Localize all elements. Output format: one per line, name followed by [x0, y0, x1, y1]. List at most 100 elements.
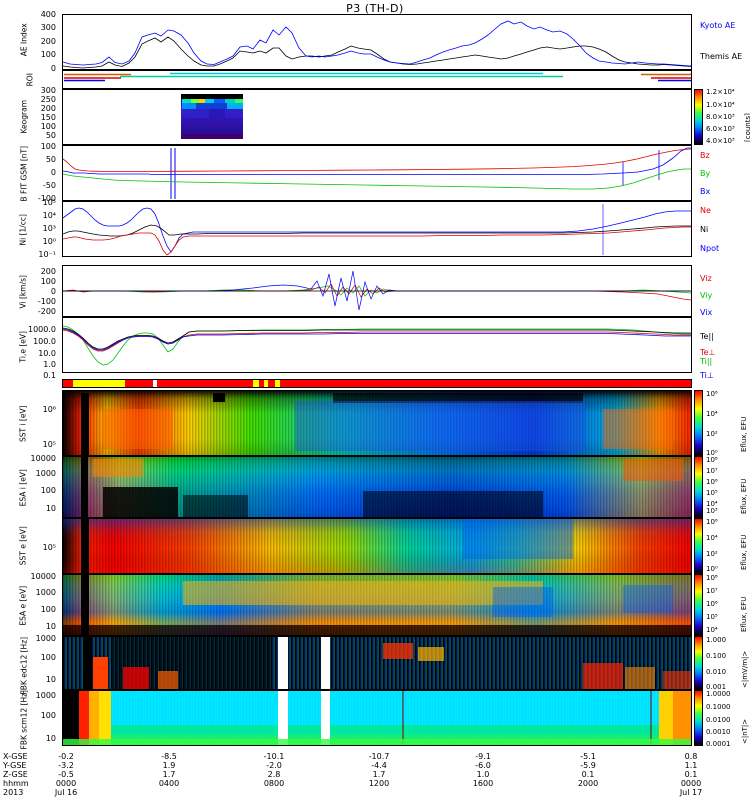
fbk-edc12-ytick: 1000: [35, 634, 56, 643]
xtick-y-gse: -5.9: [580, 761, 596, 770]
panel-sst-e: [62, 518, 692, 574]
legend-themis-ae: Themis AE: [700, 52, 743, 61]
sst-e-ytick: 10⁵: [42, 543, 56, 552]
esa-e-cbtick: 10⁵: [706, 613, 718, 621]
xaxis-rowlabel-hhmm: hhmm: [3, 779, 29, 788]
sst-i-cbtick: 10⁰: [706, 449, 718, 457]
temp-ytick: 0.1: [43, 371, 56, 380]
sst-i-ytick: 10⁶: [42, 405, 56, 414]
b-fit-plot: [63, 147, 691, 199]
fbk-scm12-ytick: 100: [40, 711, 56, 720]
xtick-y-gse: 1.9: [162, 761, 176, 770]
sst-i-ytick: 10⁵: [42, 440, 56, 449]
xtick-hhmm: 0400: [158, 779, 180, 788]
fbk-scm12-cblabel: <|nT|>: [741, 718, 749, 744]
keogram-cbtick: 1.0×10⁴: [706, 101, 735, 109]
xtick-x-gse: -8.5: [161, 752, 177, 761]
esa-i-cbtick: 10⁷: [706, 467, 718, 475]
esa-e-ytick: 1000: [35, 588, 56, 597]
keogram-ytick: 250: [40, 95, 56, 104]
esa-e-cbtick: 10⁸: [706, 574, 718, 582]
fbk-edc12-cbtick: 0.010: [706, 668, 727, 676]
panel-esa-e: [62, 574, 692, 636]
ni-plot: [63, 204, 691, 256]
xtick-x-gse: -5.1: [580, 752, 596, 761]
fbk-edc12-spectrogram: [63, 637, 691, 689]
legend-ni: Ni: [700, 225, 709, 234]
keogram-cbtick: 8.0×10³: [706, 113, 735, 121]
legend-viy: Viy: [700, 291, 713, 300]
sst-i-spectrogram: [63, 391, 691, 455]
esa-e-cbtick: 10⁷: [706, 587, 718, 595]
sst-i-colorbar: [694, 390, 703, 456]
panel-b-fit: [62, 145, 692, 201]
fbk-edc12-cblabel: <|mV/m|>: [741, 650, 749, 688]
ni-ylabel: Ni [1/cc]: [18, 214, 28, 246]
ni-ytick: 10⁵: [42, 198, 56, 207]
legend-bz: Bz: [700, 151, 710, 160]
ae-index-ytick: 300: [40, 23, 56, 32]
xtick-z-gse: 0.1: [684, 770, 698, 779]
fbk-scm12-cbtick: 0.1000: [706, 703, 731, 711]
sst-e-cbtick: 10²: [706, 550, 718, 558]
legend-viz: Viz: [700, 274, 712, 283]
panel-vi: [62, 265, 692, 317]
ni-ytick: 10⁴: [42, 211, 56, 220]
esa-i-ytick: 10: [45, 504, 56, 513]
xtick-z-gse: 1.7: [162, 770, 176, 779]
ni-ytick: 10³: [42, 224, 56, 233]
mode-bar-image: [63, 380, 691, 387]
fbk-scm12-ytick: 10: [45, 734, 56, 743]
ae-index-ytick: 400: [40, 10, 56, 19]
fbk-scm12-spectrogram: [63, 691, 691, 745]
xaxis-rowlabel-year: 2013: [3, 788, 24, 797]
ae-index-ytick: 200: [40, 37, 56, 46]
roi-bars: [64, 72, 691, 82]
xtick-hhmm: 0000: [680, 779, 702, 788]
b-fit-ytick: -100: [37, 194, 56, 203]
keogram-ylabel: Keogram: [19, 100, 29, 134]
temperature-plot: [63, 325, 691, 366]
sst-e-cbtick: 10⁰: [706, 565, 718, 573]
fbk-scm12-colorbar: [694, 690, 703, 746]
xaxis-rowlabel-x-gse: X-GSE: [3, 752, 28, 761]
legend-vix: Vix: [700, 308, 713, 317]
xtick-y-gse: -4.4: [371, 761, 387, 770]
sst-i-ylabel: SST i [eV]: [18, 405, 28, 443]
temp-ytick: 1000.0: [28, 325, 56, 334]
esa-e-ytick: 10: [45, 622, 56, 631]
xtick-x-gse: -0.2: [58, 752, 74, 761]
esa-i-ytick: 100: [40, 486, 56, 495]
page-title: P3 (TH-D): [346, 2, 404, 15]
esa-i-cbtick: 10⁵: [706, 489, 718, 497]
panel-fbk-edc12: [62, 636, 692, 690]
esa-e-cbtick: 10⁴: [706, 626, 718, 634]
vi-ytick: -200: [37, 307, 56, 316]
keogram-ytick: 100: [40, 122, 56, 131]
xtick-x-gse: -10.7: [368, 752, 390, 761]
fbk-edc12-colorbar: [694, 636, 703, 690]
keogram-cbtick: 1.2×10⁴: [706, 88, 735, 96]
panel-temperature: [62, 317, 692, 373]
esa-i-cblabel: Eflux, EFU: [740, 478, 748, 514]
temp-ytick: 100.0: [33, 337, 56, 346]
temp-ytick: 1.0: [43, 360, 56, 369]
vi-ytick: 200: [40, 267, 56, 276]
legend-bx: Bx: [700, 187, 711, 196]
esa-e-ytick: 10000: [30, 572, 56, 581]
panel-mode-bar: [62, 379, 692, 388]
panel-keogram: [62, 89, 692, 145]
sst-e-colorbar: [694, 518, 703, 574]
xtick-z-gse: 1.0: [476, 770, 490, 779]
xtick-z-gse: -0.5: [58, 770, 74, 779]
keogram-ytick: 150: [40, 113, 56, 122]
fbk-edc12-cbtick: 1.000: [706, 636, 727, 644]
sst-i-cbtick: 10⁶: [706, 390, 718, 398]
panel-ni: [62, 201, 692, 257]
keogram-cbtick: 4.0×10³: [706, 137, 735, 145]
panel-ae-index: [62, 14, 692, 70]
sst-e-ylabel: SST e [eV]: [18, 526, 28, 566]
ni-ytick: 10⁻¹: [38, 250, 56, 259]
legend-by: By: [700, 169, 711, 178]
sst-i-cbtick: 10⁴: [706, 410, 718, 418]
